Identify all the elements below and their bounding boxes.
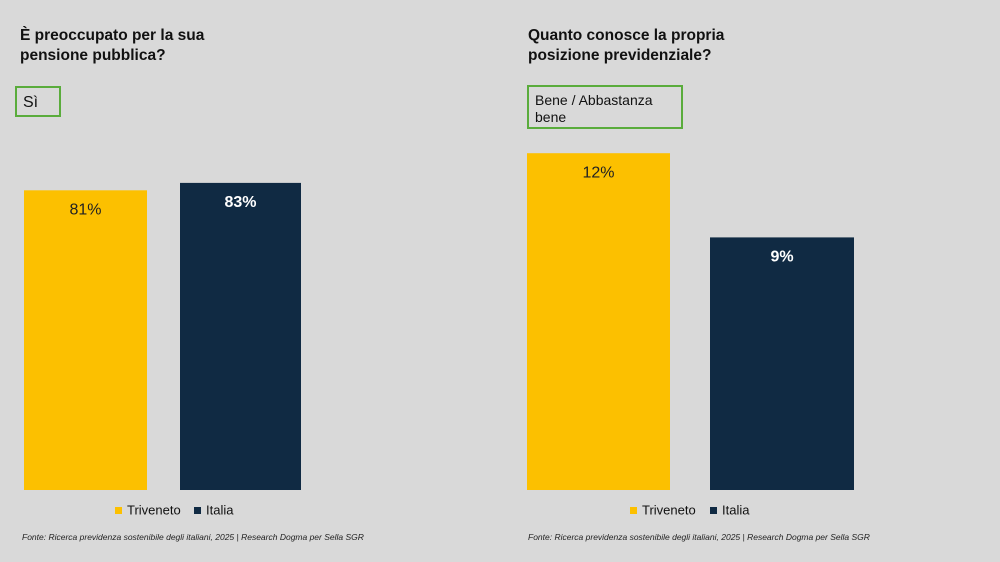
legend-swatch [630, 507, 637, 514]
bar [710, 237, 854, 490]
legend-label: Triveneto [127, 502, 181, 517]
bar [180, 182, 301, 490]
bar [527, 153, 670, 490]
value-label: 9% [770, 249, 793, 266]
annotation-box: Bene / Abbastanza bene [527, 85, 683, 129]
bar [24, 190, 147, 491]
legend-swatch [115, 507, 122, 514]
legend-label: Italia [206, 502, 234, 517]
chart-title: Quanto conosce la propria posizione prev… [528, 27, 725, 64]
value-label: 83% [224, 194, 256, 211]
legend-swatch [710, 507, 717, 514]
source-note: Fonte: Ricerca previdenza sostenibile de… [528, 532, 870, 542]
chart-title: È preoccupato per la sua pensione pubbli… [20, 27, 205, 64]
value-label: 81% [69, 202, 101, 219]
annotation-box: Sì [15, 86, 61, 117]
legend-label: Italia [722, 502, 750, 517]
value-label: 12% [582, 164, 614, 181]
source-note: Fonte: Ricerca previdenza sostenibile de… [22, 532, 364, 542]
legend-swatch [194, 507, 201, 514]
legend-label: Triveneto [642, 502, 696, 517]
